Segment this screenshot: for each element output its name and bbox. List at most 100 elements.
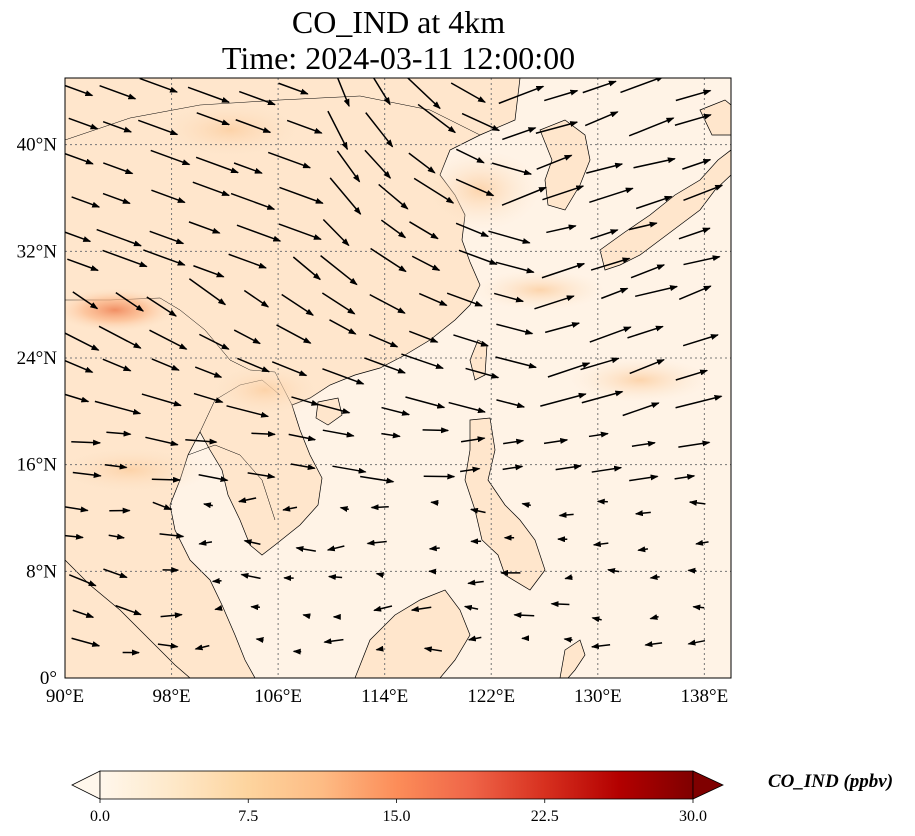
wind-vector-arrow (501, 186, 547, 206)
wind-vector-arrow (250, 604, 260, 611)
wind-vector-arrow (370, 247, 407, 273)
wind-vector-arrow (336, 150, 361, 183)
wind-vector-arrow (364, 357, 406, 374)
wind-vector-arrow (322, 218, 350, 247)
wind-vector-arrow (286, 119, 323, 134)
wind-vector-arrow (278, 223, 322, 241)
wind-vector-arrow (503, 438, 525, 445)
wind-vector-arrow (601, 287, 629, 300)
wind-vector-arrow (688, 499, 706, 506)
wind-vector-arrow (243, 539, 261, 546)
colorbar-tick-label: 7.5 (238, 808, 258, 825)
wind-vector-arrow (430, 499, 439, 506)
wind-vector-arrow (588, 431, 609, 438)
wind-vector-arrow (558, 511, 574, 518)
wind-vector-arrow (502, 127, 537, 141)
wind-vector-arrow (72, 291, 99, 310)
wind-vector-arrow (521, 502, 531, 509)
wind-vector-arrow (682, 334, 719, 347)
wind-vector-arrow (461, 112, 501, 132)
lon-tick-label: 122°E (467, 686, 515, 707)
colorbar-bar (99, 770, 694, 800)
wind-vector-arrow (375, 572, 385, 579)
wind-vector-arrow (226, 405, 270, 418)
wind-vector-arrow (381, 406, 411, 416)
wind-vector-arrow (584, 111, 619, 127)
wind-vector-arrow (590, 229, 619, 240)
map-frame (64, 77, 732, 679)
wind-vector-arrow (320, 255, 358, 286)
wind-vector-arrow (644, 641, 663, 648)
wind-vector-arrow (196, 112, 231, 126)
wind-vector-arrow (458, 249, 498, 265)
wind-vector-arrow (137, 119, 179, 136)
wind-vector-arrow (282, 505, 298, 512)
wind-vector-arrow (586, 162, 624, 174)
wind-vector-arrow (590, 643, 611, 650)
wind-vector-arrow (65, 84, 94, 97)
lat-tick-label: 16°N (17, 455, 58, 476)
wind-vector-arrow (555, 463, 582, 471)
wind-vector-arrow (635, 285, 679, 298)
wind-vector-arrow (678, 227, 711, 240)
wind-vector-arrow (193, 392, 224, 404)
wind-vector-arrow (141, 393, 182, 407)
wind-vector-arrow (411, 255, 441, 272)
wind-vector-arrow (674, 473, 696, 480)
map-title: CO_IND at 4km (291, 4, 506, 40)
lon-tick-label: 138°E (681, 686, 729, 707)
lon-tick-label: 130°E (574, 686, 622, 707)
wind-vector-arrow (405, 396, 446, 409)
wind-vector-arrow (535, 121, 579, 134)
wind-vector-arrow (674, 113, 712, 126)
wind-vector-arrow (279, 186, 324, 204)
wind-vector-arrow (71, 439, 102, 446)
wind-vector-arrow (372, 78, 391, 106)
longitude-ticks: 90°E 98°E 106°E 114°E 122°E 130°E 138°E (46, 686, 728, 707)
wind-vector-arrow (243, 289, 270, 308)
wind-vector-arrow (364, 149, 392, 179)
wind-vector-arrow (102, 358, 132, 372)
wind-vector-arrow (194, 366, 223, 378)
wind-vector-arrow (378, 183, 409, 210)
wind-vector-arrow (198, 474, 229, 482)
wind-vector-arrow (628, 221, 658, 231)
wind-vector-arrow (99, 85, 137, 100)
wind-vector-arrow (628, 117, 675, 137)
wind-vector-arrow (228, 253, 267, 269)
wind-vector-arrow (72, 609, 95, 619)
wind-vector-arrow (649, 574, 660, 580)
wind-vector-arrow (366, 539, 387, 546)
lat-tick-label: 24°N (17, 348, 58, 369)
wind-vector-arrow (589, 187, 634, 204)
wind-vector-arrow (255, 637, 264, 643)
wind-vector-arrow (564, 574, 573, 581)
wind-vector-arrow (446, 292, 484, 307)
wind-vector-arrow (630, 264, 666, 279)
wind-vector-arrow (409, 221, 439, 240)
wind-vector-arrow (235, 119, 272, 134)
map-plot-area (65, 78, 731, 678)
lat-tick-label: 32°N (17, 241, 58, 262)
wind-vector-arrow (373, 605, 393, 612)
wind-vector-arrow (547, 362, 591, 378)
wind-vector-arrow (290, 463, 316, 471)
wind-vector-arrow (546, 224, 577, 234)
wind-vector-arrow (496, 323, 534, 335)
wind-vector-arrow (408, 152, 436, 174)
wind-vector-arrow (302, 613, 311, 620)
wind-vector-arrow (96, 228, 142, 247)
wind-vector-arrow (336, 78, 350, 108)
wind-vector-arrow (157, 642, 179, 649)
wind-vector-arrow (316, 403, 351, 414)
wind-vector-arrow (65, 533, 84, 540)
wind-vector-arrow (102, 120, 133, 133)
wind-vector-arrow (106, 430, 132, 437)
wind-vector-arrow (65, 332, 100, 351)
wind-vector-arrow (211, 577, 222, 584)
wind-vector-arrow (193, 265, 225, 278)
wind-vector-arrow (687, 639, 706, 646)
wind-vector-arrow (620, 78, 665, 94)
wind-vector-arrow (692, 604, 705, 611)
